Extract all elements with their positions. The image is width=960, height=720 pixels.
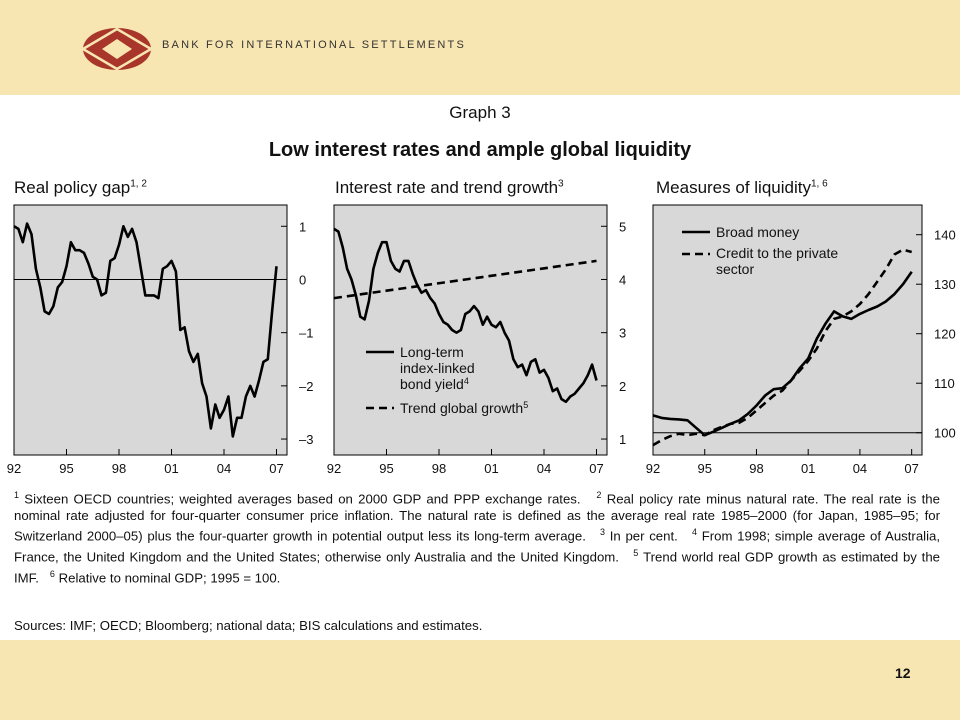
y-tick-label: 3	[619, 326, 626, 341]
x-tick-label: 92	[327, 461, 341, 476]
x-tick-label: 04	[853, 461, 867, 476]
x-tick-label: 07	[904, 461, 918, 476]
x-tick-label: 07	[269, 461, 283, 476]
header-bar: BANK FOR INTERNATIONAL SETTLEMENTS	[0, 0, 960, 95]
legend-label-broad-money: Broad money	[716, 224, 799, 240]
legend-label-credit: Credit to the private sector	[716, 245, 838, 277]
y-tick-label: 110	[934, 376, 955, 391]
organization-name: BANK FOR INTERNATIONAL SETTLEMENTS	[162, 39, 466, 51]
y-tick-label: 4	[619, 272, 626, 287]
plot-area-2	[333, 204, 608, 456]
graph-number: Graph 3	[449, 103, 511, 122]
x-tick-label: 01	[164, 461, 178, 476]
x-tick-label: 98	[432, 461, 446, 476]
y-tick-label: 5	[619, 219, 626, 234]
x-tick-label: 04	[217, 461, 231, 476]
x-tick-label: 92	[646, 461, 660, 476]
y-tick-label: 100	[934, 426, 956, 441]
panel-title-interest-rate: Interest rate and trend growth3	[335, 178, 564, 197]
sources-note: Sources: IMF; OECD; Bloomberg; national …	[14, 618, 483, 633]
y-tick-label: 140	[934, 228, 956, 243]
x-tick-label: 92	[7, 461, 21, 476]
bis-logo	[82, 27, 152, 71]
y-tick-label: –3	[299, 432, 313, 447]
graph-title: Low interest rates and ample global liqu…	[268, 139, 692, 161]
panel-title-liquidity: Measures of liquidity1, 6	[656, 178, 828, 197]
x-tick-label: 04	[537, 461, 551, 476]
x-tick-label: 98	[749, 461, 763, 476]
plot-area-1	[13, 204, 288, 456]
legend-label-trend-growth: Trend global growth5	[400, 400, 528, 416]
page-number: 12	[895, 665, 911, 681]
y-tick-label: 1	[299, 219, 306, 234]
y-tick-label: 120	[934, 327, 956, 342]
series-line-2-2	[333, 259, 597, 300]
plot-area-3	[652, 204, 923, 456]
y-tick-label: –2	[299, 379, 313, 394]
x-tick-label: 01	[801, 461, 815, 476]
series-line-1-1	[13, 222, 278, 438]
x-tick-label: 07	[589, 461, 603, 476]
panel-title-policy-gap: Real policy gap1, 2	[14, 178, 147, 197]
series-line-3-1	[652, 271, 913, 437]
x-tick-label: 01	[484, 461, 498, 476]
x-tick-label: 95	[59, 461, 73, 476]
y-tick-label: 2	[619, 379, 626, 394]
x-tick-label: 95	[697, 461, 711, 476]
series-line-3-2	[652, 248, 913, 447]
legend-label-bond-yield: Long-term index-linked bond yield4	[400, 344, 475, 392]
y-tick-label: 130	[934, 277, 956, 292]
y-tick-label: 1	[619, 432, 626, 447]
series-line-2-1	[333, 227, 598, 404]
y-tick-label: 0	[299, 272, 306, 287]
x-tick-label: 95	[379, 461, 393, 476]
footnotes: 1 Sixteen OECD countries; weighted avera…	[14, 490, 941, 586]
x-tick-label: 98	[112, 461, 126, 476]
y-tick-label: –1	[299, 326, 313, 341]
